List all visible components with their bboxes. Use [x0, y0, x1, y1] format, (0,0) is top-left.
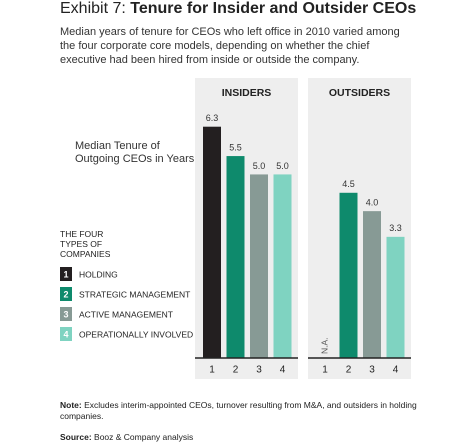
bar	[250, 174, 268, 358]
value-label: 6.3	[206, 113, 219, 123]
source: Source: Booz & Company analysis	[60, 432, 193, 442]
legend-swatch	[60, 267, 72, 281]
legend-swatch	[60, 327, 72, 341]
y-axis-label: Median Tenure of Outgoing CEOs in Years	[75, 140, 195, 165]
note-label: Note:	[60, 400, 82, 410]
note-text: Excludes interim-appointed CEOs, turnove…	[60, 400, 417, 421]
x-tick-label: 4	[393, 365, 399, 376]
legend-number: 3	[63, 309, 68, 319]
legend-title: THE FOUR TYPES OF COMPANIES	[60, 229, 111, 259]
value-label: 3.3	[389, 223, 402, 233]
source-label: Source:	[60, 432, 92, 442]
legend-label: STRATEGIC MANAGEMENT	[79, 289, 190, 299]
legend-number: 2	[63, 289, 68, 299]
x-tick-label: 1	[322, 365, 328, 376]
x-tick-label: 3	[369, 365, 375, 376]
bar	[203, 126, 221, 358]
legend-label: ACTIVE MANAGEMENT	[79, 309, 173, 319]
panel-title: INSIDERS	[222, 87, 272, 99]
legend-swatch	[60, 307, 72, 321]
title: Exhibit 7: Tenure for Insider and Outsid…	[60, 0, 416, 18]
value-label: 5.0	[253, 161, 266, 171]
category-strip	[308, 358, 411, 379]
legend-number: 4	[63, 329, 68, 339]
x-tick-label: 2	[346, 365, 352, 376]
value-label: 4.0	[366, 198, 379, 208]
panel-title: OUTSIDERS	[329, 87, 390, 99]
x-tick-label: 3	[256, 365, 262, 376]
bar	[226, 156, 245, 358]
x-tick-label: 1	[209, 365, 215, 376]
x-tick-label: 4	[280, 365, 286, 376]
title-text: Tenure for Insider and Outsider CEOs	[130, 0, 417, 17]
category-strip	[195, 358, 298, 379]
legend-swatch	[60, 287, 72, 301]
exhibit-label: Exhibit 7:	[60, 0, 126, 17]
bar	[363, 211, 381, 358]
bar	[386, 236, 405, 358]
legend-number: 1	[63, 269, 68, 279]
value-label: 4.5	[342, 179, 355, 189]
value-label: 5.0	[276, 161, 289, 171]
legend-label: OPERATIONALLY INVOLVED	[79, 329, 193, 339]
value-label: 5.5	[229, 142, 242, 152]
bar	[273, 174, 292, 358]
subtitle: Median years of tenure for CEOs who left…	[60, 26, 400, 66]
value-label: N.A.	[319, 337, 329, 354]
bar	[339, 192, 358, 358]
x-tick-label: 2	[233, 365, 239, 376]
note: Note: Excludes interim-appointed CEOs, t…	[60, 400, 420, 422]
legend-label: HOLDING	[79, 269, 118, 279]
source-text: Booz & Company analysis	[94, 432, 194, 442]
